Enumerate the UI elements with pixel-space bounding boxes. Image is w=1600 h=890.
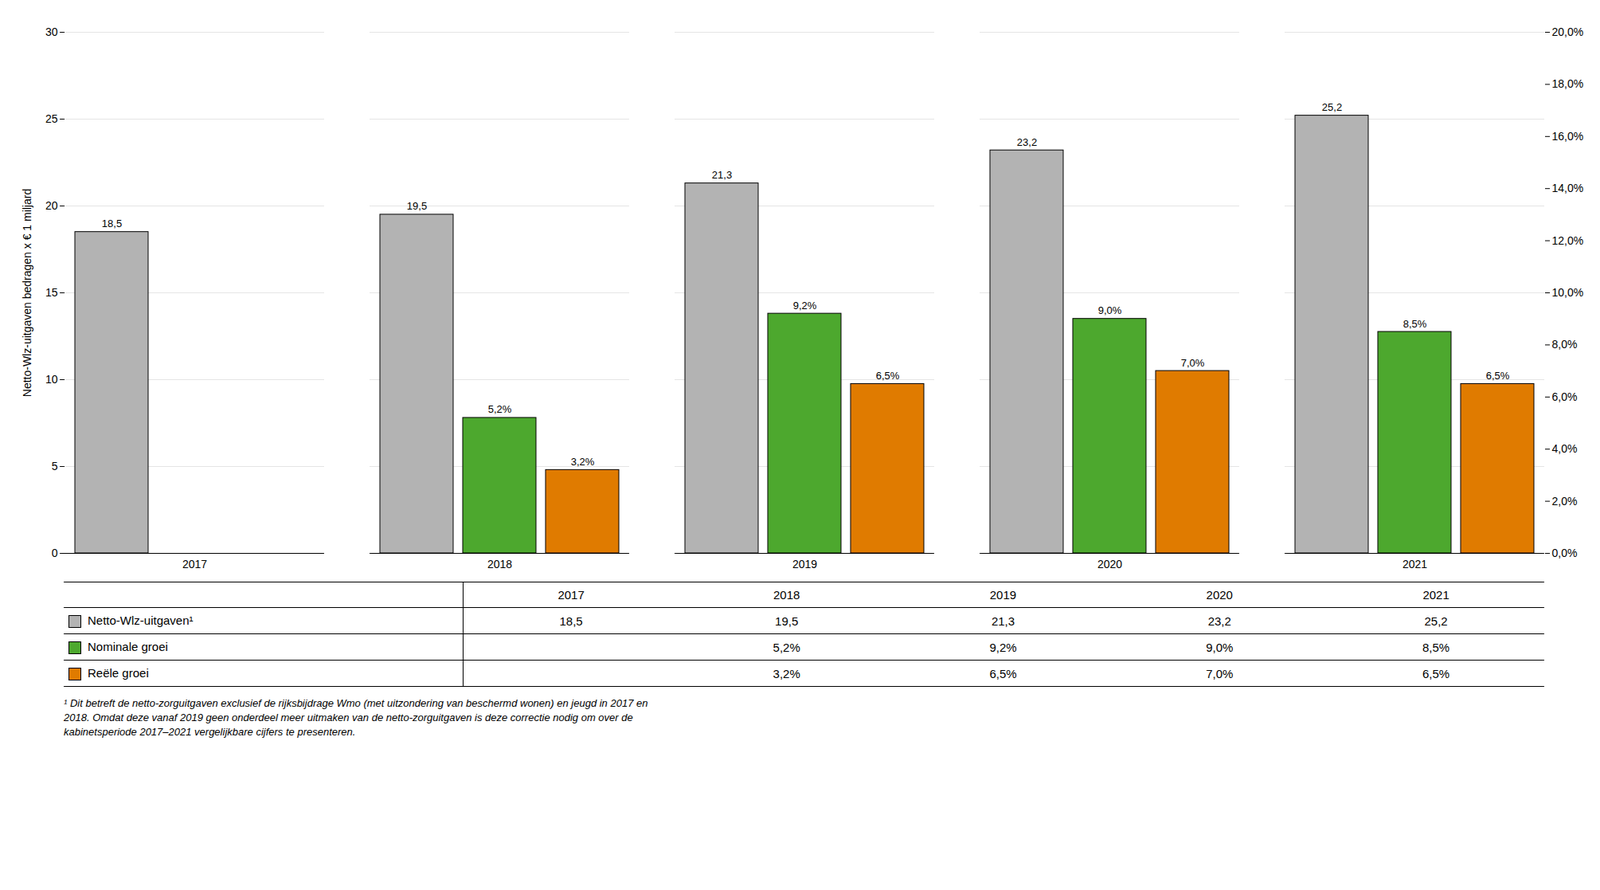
html-text:2020: 2020 xyxy=(1206,587,1233,602)
svg-text:6,0%: 6,0% xyxy=(1552,390,1578,403)
html-text:7,0%: 7,0% xyxy=(1205,666,1234,680)
html-text:25,2: 25,2 xyxy=(1424,613,1448,628)
html-text:¹ Dit betreft de netto-zorguit: ¹ Dit betreft de netto-zorguitgaven excl… xyxy=(63,696,648,709)
html-text:8,5%: 8,5% xyxy=(1422,639,1450,654)
html-text:Nominale groei: Nominale groei xyxy=(87,639,168,654)
html-text:5,2%: 5,2% xyxy=(773,639,801,654)
svg-text:2017: 2017 xyxy=(182,557,208,571)
html-text:2018. Omdat deze vanaf 2019 ge: 2018. Omdat deze vanaf 2019 geen onderde… xyxy=(63,711,633,724)
svg-text:5: 5 xyxy=(51,459,59,473)
html-text:18,5: 18,5 xyxy=(559,613,583,628)
svg-text:9,2%: 9,2% xyxy=(793,299,818,312)
svg-text:2020: 2020 xyxy=(1097,557,1123,571)
html-text:9,0%: 9,0% xyxy=(1205,639,1234,654)
html-text:kabinetsperiode 2017–2021 verg: kabinetsperiode 2017–2021 vergelijkbare … xyxy=(63,725,356,738)
svg-text:21,3: 21,3 xyxy=(711,168,732,181)
svg-text:20,0%: 20,0% xyxy=(1552,25,1585,39)
svg-text:8,5%: 8,5% xyxy=(1403,317,1428,330)
svg-text:18,0%: 18,0% xyxy=(1552,77,1585,90)
svg-text:14,0%: 14,0% xyxy=(1552,181,1585,195)
svg-text:0,0%: 0,0% xyxy=(1552,546,1578,560)
svg-text:4,0%: 4,0% xyxy=(1552,442,1578,455)
svg-text:30: 30 xyxy=(45,25,59,39)
svg-text:3,2%: 3,2% xyxy=(571,455,595,468)
svg-text:8,0%: 8,0% xyxy=(1552,337,1578,351)
svg-text:Netto-Wlz-uitgaven bedragen x: Netto-Wlz-uitgaven bedragen x € 1 miljar… xyxy=(20,188,34,397)
html-text:3,2%: 3,2% xyxy=(773,666,801,680)
svg-text:19,5: 19,5 xyxy=(406,199,427,212)
html-text:Netto-Wlz-uitgaven¹: Netto-Wlz-uitgaven¹ xyxy=(87,613,194,627)
html-text:2018: 2018 xyxy=(773,587,800,602)
svg-text:5,2%: 5,2% xyxy=(488,402,513,415)
svg-text:16,0%: 16,0% xyxy=(1552,129,1585,143)
svg-text:15: 15 xyxy=(45,285,59,299)
svg-text:2,0%: 2,0% xyxy=(1552,494,1578,508)
svg-text:6,5%: 6,5% xyxy=(876,369,900,382)
html-text:2019: 2019 xyxy=(989,587,1017,602)
svg-text:18,5: 18,5 xyxy=(101,217,122,230)
svg-text:20: 20 xyxy=(45,199,59,212)
html-text:19,5: 19,5 xyxy=(774,613,799,628)
svg-text:2018: 2018 xyxy=(487,557,513,571)
svg-text:0: 0 xyxy=(51,546,59,560)
html-text:9,2%: 9,2% xyxy=(989,639,1017,654)
svg-text:9,0%: 9,0% xyxy=(1098,304,1123,317)
svg-text:25,2: 25,2 xyxy=(1322,101,1342,114)
svg-text:23,2: 23,2 xyxy=(1017,136,1037,149)
html-text:2017: 2017 xyxy=(557,587,585,602)
html-text:23,2: 23,2 xyxy=(1207,613,1232,628)
svg-text:2021: 2021 xyxy=(1402,557,1428,571)
svg-text:10: 10 xyxy=(45,372,59,386)
svg-text:7,0%: 7,0% xyxy=(1181,356,1205,369)
svg-text:10,0%: 10,0% xyxy=(1552,285,1585,299)
html-text:2021: 2021 xyxy=(1422,587,1450,602)
html-text:6,5%: 6,5% xyxy=(1422,666,1450,680)
svg-text:6,5%: 6,5% xyxy=(1486,369,1511,382)
svg-text:2019: 2019 xyxy=(792,557,818,571)
html-text:21,3: 21,3 xyxy=(991,613,1015,628)
html-text:Reële groei: Reële groei xyxy=(87,665,149,680)
svg-text:12,0%: 12,0% xyxy=(1552,234,1585,247)
svg-text:25: 25 xyxy=(45,112,59,126)
html-text:6,5%: 6,5% xyxy=(989,666,1017,680)
